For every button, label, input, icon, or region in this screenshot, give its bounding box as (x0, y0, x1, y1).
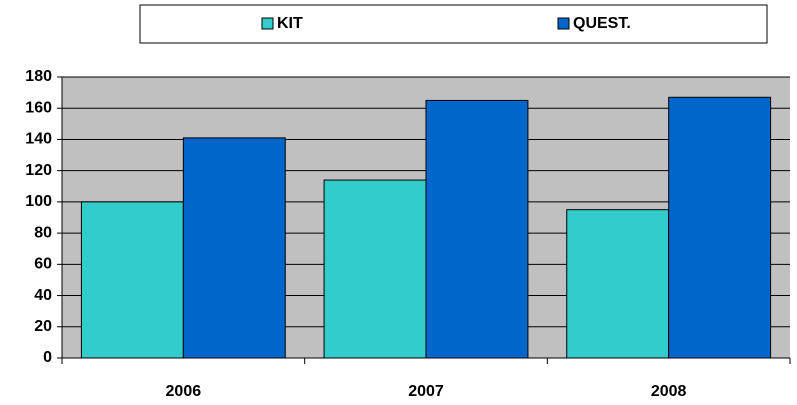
y-tick-label: 0 (43, 349, 52, 366)
x-tick-label: 2006 (166, 383, 202, 400)
y-tick-label: 160 (25, 99, 52, 116)
bar (668, 96, 772, 359)
y-tick-label: 140 (25, 131, 52, 148)
y-tick-label: 40 (34, 287, 52, 304)
legend-swatch (557, 17, 570, 30)
legend-box (139, 4, 768, 44)
y-tick-label: 100 (25, 193, 52, 210)
bar (425, 99, 529, 359)
y-tick-label: 120 (25, 162, 52, 179)
y-tick-label: 180 (25, 68, 52, 85)
y-tick-label: 60 (34, 256, 52, 273)
bar (566, 209, 670, 359)
bar (182, 137, 286, 359)
y-tick-label: 80 (34, 224, 52, 241)
legend-swatch (261, 17, 274, 30)
bar (323, 179, 427, 359)
bar (80, 201, 184, 359)
x-tick-label: 2007 (408, 383, 444, 400)
y-tick-label: 20 (34, 318, 52, 335)
x-tick-label: 2008 (651, 383, 687, 400)
legend-label: KIT (277, 15, 303, 32)
legend-label: QUEST. (573, 15, 631, 32)
